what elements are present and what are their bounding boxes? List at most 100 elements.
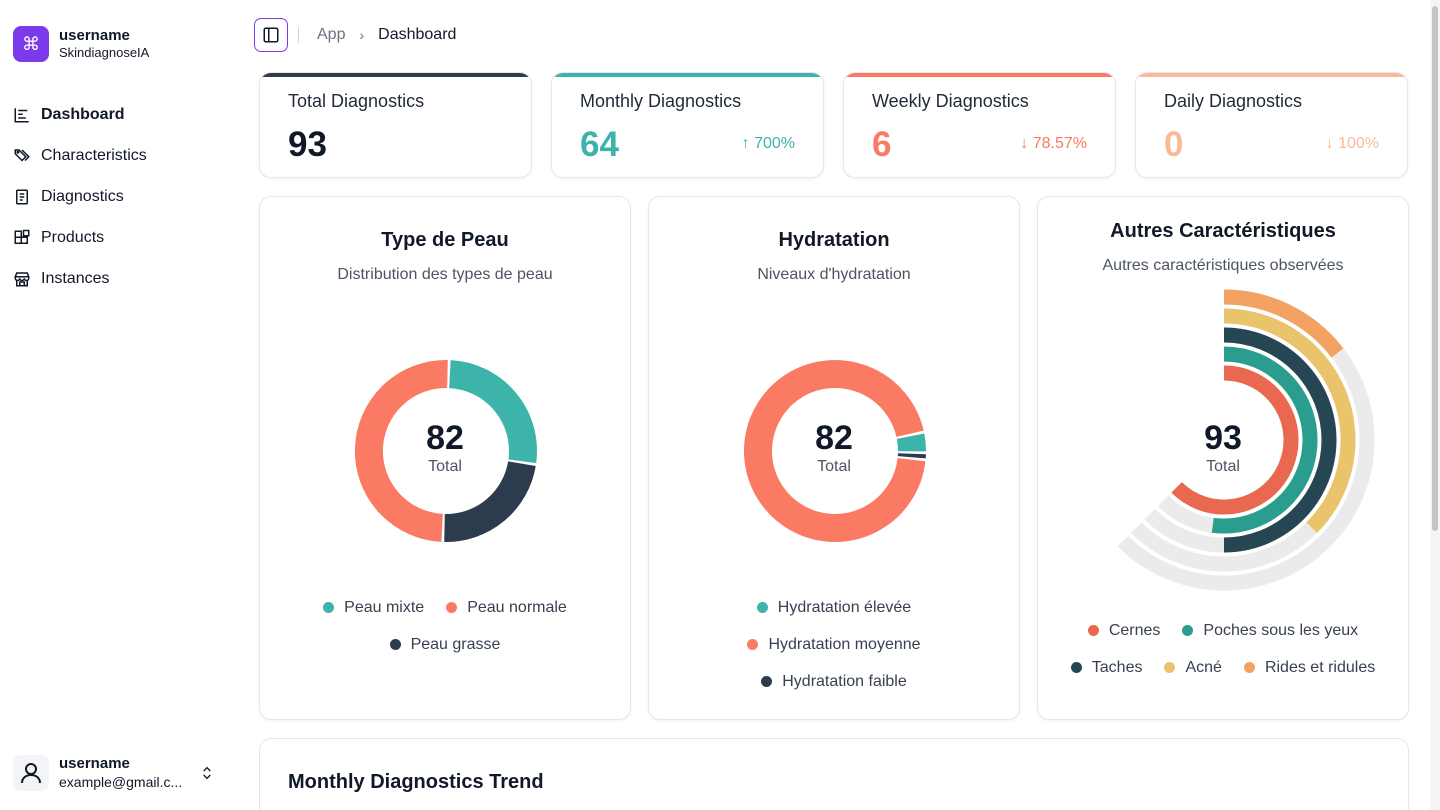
radial-total-label: Total [1206, 458, 1240, 475]
stat-accent-bar [552, 73, 823, 77]
stat-card-weekly: Weekly Diagnostics 6 ↓ 78.57% [843, 72, 1116, 178]
stat-accent-bar [1136, 73, 1407, 77]
legend-dot [323, 602, 335, 613]
legend-label: Taches [1091, 658, 1143, 676]
document-icon [16, 189, 28, 204]
radial-bar[interactable] [1171, 365, 1299, 515]
legend-dot [1164, 662, 1176, 673]
donut-slice[interactable] [896, 433, 926, 452]
tags-icon [14, 148, 30, 162]
blocks-icon [14, 229, 30, 244]
skin-type-donut [354, 360, 537, 542]
scrollbar[interactable] [1430, 0, 1440, 810]
sidebar-item-dashboard[interactable]: Dashboard [13, 94, 228, 135]
stat-accent-bar [844, 73, 1115, 77]
legend-item[interactable]: Hydratation faible [761, 673, 907, 691]
legend-label: Acné [1185, 658, 1222, 676]
breadcrumb-app[interactable]: App [317, 26, 346, 43]
legend-dot [1243, 662, 1255, 673]
breadcrumb-current: Dashboard [378, 26, 457, 43]
legend-item[interactable]: Taches [1070, 658, 1143, 677]
stat-value: 93 [288, 125, 327, 164]
radial-bar[interactable] [1223, 289, 1344, 358]
stat-card-monthly: Monthly Diagnostics 64 ↑ 700% [551, 72, 824, 178]
header: App › Dashboard [254, 18, 456, 52]
stat-label: Weekly Diagnostics [872, 91, 1029, 111]
radial-bar[interactable] [1211, 346, 1318, 534]
hydration-card: Hydratation Niveaux d'hydratation 82 Tot… [648, 196, 1020, 720]
donut-total-label: Total [817, 458, 851, 475]
sidebar-item-instances[interactable]: Instances [13, 258, 228, 299]
radial-bar[interactable] [1223, 327, 1337, 553]
legend-dot [446, 602, 458, 613]
legend-item[interactable]: Peau grasse [389, 635, 501, 654]
legend-label: Hydratation faible [782, 672, 907, 690]
panel-left-icon [263, 27, 279, 43]
sidebar-item-characteristics[interactable]: Characteristics [13, 135, 228, 176]
legend-item[interactable]: Cernes [1087, 621, 1161, 640]
legend-label: Peau normale [467, 598, 567, 616]
legend-dot [761, 676, 773, 687]
stat-label: Total Diagnostics [288, 91, 425, 111]
divider [298, 27, 299, 43]
other-characteristics-card: Autres Caractéristiques Autres caractéri… [1037, 196, 1409, 720]
donut-slice[interactable] [744, 360, 926, 542]
legend-dot [747, 639, 759, 650]
chevron-up-down-icon[interactable] [199, 765, 215, 781]
donut-total: 82 [815, 419, 853, 457]
sidebar-item-products[interactable]: Products [13, 217, 228, 258]
sidebar-toggle-button[interactable] [254, 18, 288, 52]
legend-item[interactable]: Rides et ridules [1243, 658, 1376, 677]
legend-item[interactable]: Hydratation élevée [756, 598, 912, 617]
stat-card-daily: Daily Diagnostics 0 ↓ 100% [1135, 72, 1408, 178]
stat-label: Daily Diagnostics [1164, 91, 1303, 111]
legend-dot [1070, 662, 1082, 673]
radial-bar[interactable] [1223, 308, 1356, 533]
chevron-right-icon: › [359, 27, 365, 43]
legend-item[interactable]: Acné [1164, 658, 1222, 677]
legend-item[interactable]: Peau mixte [323, 599, 424, 617]
sidebar-item-label: Dashboard [41, 105, 125, 123]
stat-accent-bar [260, 73, 531, 77]
stat-change: ↓ 78.57% [1020, 135, 1087, 152]
user-menu[interactable]: username example@gmail.c... [13, 755, 223, 791]
legend-dot [1182, 625, 1194, 636]
sidebar-item-label: Diagnostics [41, 187, 124, 205]
card-title: Monthly Diagnostics Trend [288, 771, 544, 793]
sidebar-item-label: Instances [41, 269, 110, 287]
card-subtitle: Autres caractéristiques observées [1102, 257, 1344, 274]
legend-label: Rides et ridules [1264, 658, 1376, 676]
legend-dot [389, 639, 401, 650]
stat-label: Monthly Diagnostics [580, 91, 742, 111]
legend-item[interactable]: Peau normale [446, 599, 567, 617]
donut-total-label: Total [428, 458, 462, 475]
radial-total: 93 [1204, 419, 1242, 457]
stat-value: 64 [580, 125, 619, 164]
donut-slice[interactable] [354, 360, 448, 542]
scrollbar-thumb[interactable] [1432, 6, 1438, 531]
card-subtitle: Niveaux d'hydratation [757, 266, 911, 283]
legend-item[interactable]: Poches sous les yeux [1182, 622, 1358, 640]
brand-subtitle: SkindiagnoseIA [59, 45, 150, 60]
chart-legend: Cernes Poches sous les yeux Taches Acné … [1048, 612, 1398, 686]
donut-slice[interactable] [448, 360, 537, 464]
sidebar-item-diagnostics[interactable]: Diagnostics [13, 176, 228, 217]
brand[interactable]: ⌘ username SkindiagnoseIA [13, 26, 149, 62]
user-name: username [59, 755, 130, 772]
stat-value: 0 [1164, 125, 1184, 164]
legend-label: Hydratation moyenne [768, 635, 921, 653]
card-subtitle: Distribution des types de peau [337, 266, 553, 283]
avatar [13, 755, 49, 791]
legend-label: Hydratation élevée [777, 598, 912, 616]
donut-slice[interactable] [444, 460, 536, 542]
stat-change: ↓ 100% [1325, 135, 1379, 152]
monthly-trend-card: Monthly Diagnostics Trend [259, 738, 1409, 810]
legend-label: Cernes [1108, 621, 1161, 639]
store-icon [14, 271, 30, 286]
card-title: Hydratation [778, 229, 890, 251]
brand-name: username [59, 27, 130, 44]
legend-label: Peau grasse [410, 635, 501, 653]
stat-change: ↑ 700% [741, 135, 795, 152]
command-icon: ⌘ [13, 26, 49, 62]
legend-item[interactable]: Hydratation moyenne [747, 635, 921, 654]
